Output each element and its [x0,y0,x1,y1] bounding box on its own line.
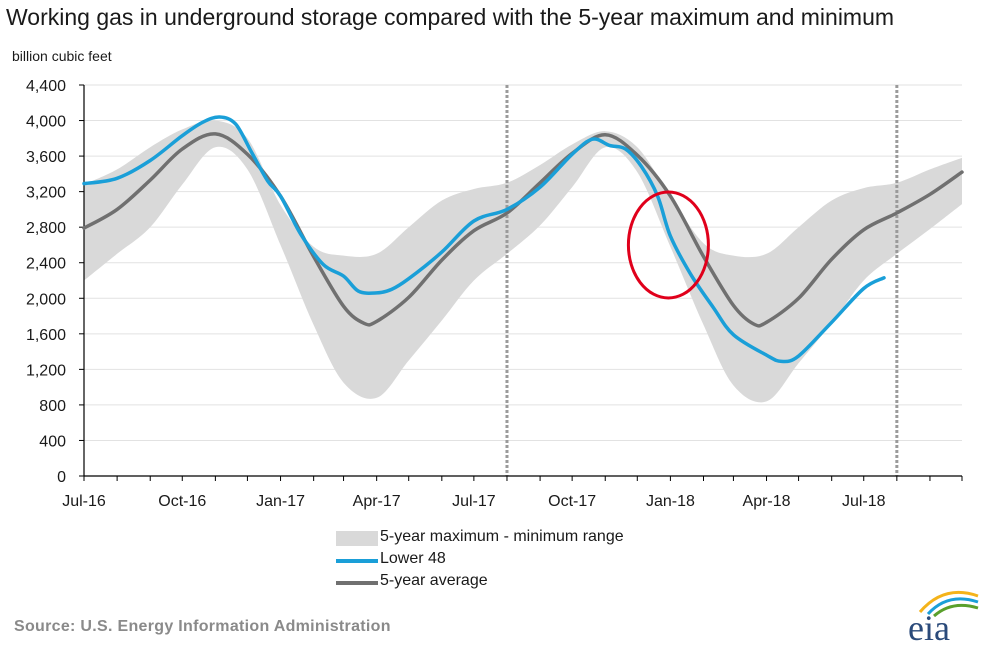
x-tick-label: Jul-18 [842,493,886,510]
y-tick-label: 400 [39,433,66,450]
chart-title: Working gas in underground storage compa… [6,4,895,30]
x-tick-label: Jul-17 [452,493,496,510]
svg-text:eia: eia [908,608,950,644]
y-tick-label: 2,400 [26,256,66,273]
x-tick-label: Oct-17 [548,493,596,510]
x-tick-label: Apr-18 [743,493,791,510]
x-tick-label: Apr-17 [353,493,401,510]
eia-logo: eia [908,590,979,644]
y-tick-label: 800 [39,398,66,415]
y-tick-label: 4,400 [26,78,66,95]
y-tick-label: 3,600 [26,149,66,166]
legend-swatch-range [336,531,378,546]
legend-label-average: 5-year average [380,572,488,589]
y-tick-label: 2,800 [26,220,66,237]
x-tick-label: Jul-16 [62,493,106,510]
x-tick-label: Jan-18 [646,493,695,510]
y-tick-label: 0 [57,469,66,486]
y-tick-label: 1,200 [26,362,66,379]
y-tick-label: 4,000 [26,114,66,131]
x-tick-label: Oct-16 [158,493,206,510]
legend-swatch-average [336,581,378,585]
range-band [84,120,962,403]
legend-swatch-lower48 [336,559,378,563]
x-tick-label: Jan-17 [256,493,305,510]
source-note: Source: U.S. Energy Information Administ… [14,618,391,635]
series-line-lower48 [82,115,886,364]
y-tick-label: 1,600 [26,327,66,344]
legend-label-lower48: Lower 48 [380,550,446,567]
legend-label-range: 5-year maximum - minimum range [380,528,624,545]
y-tick-label: 2,000 [26,291,66,308]
y-tick-label: 3,200 [26,185,66,202]
y-axis-unit-label: billion cubic feet [12,48,112,64]
highlight-ellipse [626,190,710,300]
